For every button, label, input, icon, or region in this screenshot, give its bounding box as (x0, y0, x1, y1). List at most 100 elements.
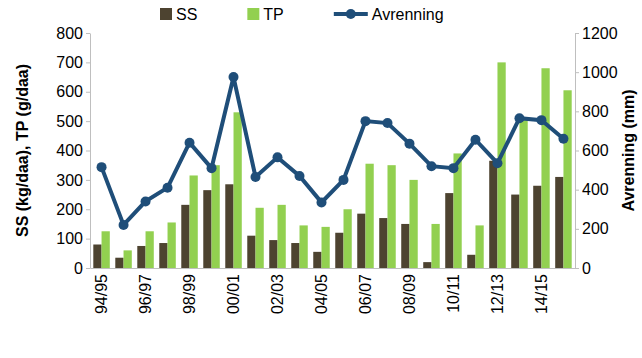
x-tick-label: 12/13 (489, 274, 506, 314)
y-tick-mark (86, 209, 90, 210)
y-tick: 200 (56, 201, 90, 218)
y-axis-line (90, 34, 91, 269)
bar (269, 240, 277, 268)
x-tick: 98/99 (181, 274, 198, 314)
y2-tick: 400 (575, 181, 609, 198)
bar (247, 236, 255, 268)
x-tick-label: 08/09 (401, 274, 418, 314)
bar (409, 180, 417, 268)
marker (492, 158, 502, 168)
bar (137, 246, 145, 268)
marks (93, 62, 571, 268)
marker (97, 162, 107, 172)
marker (317, 197, 327, 207)
bar (159, 243, 167, 268)
bar (475, 225, 483, 268)
x-tick: 96/97 (137, 274, 154, 314)
y2-tick-label: 200 (582, 220, 609, 237)
bar (300, 225, 308, 268)
marker (404, 139, 414, 149)
x-tick-label: 14/15 (533, 274, 550, 314)
y-axis: 0100200300400500600700800 (56, 25, 90, 277)
y2-tick-label: 1200 (582, 25, 618, 42)
y-tick: 700 (56, 54, 90, 71)
x-tick-label: 06/07 (357, 274, 374, 314)
plot: 0 100 200 300 400 500 600 700 8000 200 400 600 800 10… (56, 25, 617, 314)
marker (360, 116, 370, 126)
y2-tick: 200 (575, 220, 609, 237)
y2-tick: 800 (575, 103, 609, 120)
bar (467, 255, 475, 268)
x-tick-label: 10/11 (445, 274, 462, 313)
y-tick-mark (86, 62, 90, 63)
y2-tick-label: 400 (582, 181, 609, 198)
bar (256, 208, 264, 268)
y2-tick-label: 600 (582, 142, 609, 159)
y2-tick-mark (575, 190, 579, 191)
bar (519, 118, 527, 268)
marker (470, 135, 480, 145)
marker (536, 115, 546, 125)
x-tick-label: 98/99 (181, 274, 198, 314)
y2-tick: 0 (575, 260, 591, 277)
bar (533, 186, 541, 268)
bar (313, 252, 321, 268)
line (102, 77, 564, 225)
y-tick-label: 200 (56, 201, 83, 218)
y-tick-mark (86, 92, 90, 93)
x-tick-label: 96/97 (137, 274, 154, 314)
legend-marker (346, 9, 356, 19)
y2-tick: 1000 (575, 64, 618, 81)
marker (207, 163, 217, 173)
x-tick: 02/03 (269, 274, 286, 314)
marker (448, 163, 458, 173)
bar-series (93, 161, 563, 268)
y-tick-label: 500 (56, 113, 83, 130)
y-tick-label: 100 (56, 230, 83, 247)
markers (97, 72, 569, 230)
y2-tick: 600 (575, 142, 609, 159)
y2-tick-mark (575, 33, 579, 34)
legend-swatch (160, 8, 172, 20)
y-tick-label: 300 (56, 171, 83, 188)
bar (93, 245, 101, 269)
y2-tick-mark (575, 229, 579, 230)
bar (445, 193, 453, 268)
bar-series (102, 62, 572, 268)
y-tick-mark (86, 121, 90, 122)
y-tick: 100 (56, 230, 90, 247)
legend-item: SS (160, 6, 197, 23)
legend: SSTPAvrenning (160, 6, 444, 23)
bar (511, 195, 519, 268)
x-tick: 00/01 (225, 274, 242, 314)
bar (563, 90, 571, 268)
marker (338, 175, 348, 185)
y-tick: 500 (56, 113, 90, 130)
y-tick: 400 (56, 142, 90, 159)
x-axis: 94/9596/9798/9900/0102/0304/0506/0708/09… (91, 269, 576, 315)
chart: 0 100 200 300 400 500 600 700 8000 200 400 600 800 10… (0, 0, 642, 358)
marker (163, 183, 173, 193)
y-tick-label: 400 (56, 142, 83, 159)
y2-axis: 0 200 400 600 800 1000 1200 (575, 25, 618, 277)
y2-tick-label: 0 (582, 260, 591, 277)
marker (382, 118, 392, 128)
bar (431, 224, 439, 268)
y2-tick-mark (575, 151, 579, 152)
bar (225, 184, 233, 268)
marker (558, 134, 568, 144)
y2-axis-title: Avrenning (mm) (620, 89, 637, 211)
bar (115, 258, 123, 268)
x-axis-line (91, 268, 576, 269)
bar (322, 227, 330, 268)
bar (379, 218, 387, 268)
y2-tick-mark (575, 72, 579, 73)
x-tick-label: 00/01 (225, 274, 242, 314)
bar (357, 214, 365, 268)
bar (343, 209, 351, 268)
y-tick-label: 600 (56, 83, 83, 100)
bar (102, 231, 110, 268)
x-tick: 12/13 (489, 274, 506, 314)
y-tick-mark (86, 239, 90, 240)
bar (212, 165, 220, 268)
